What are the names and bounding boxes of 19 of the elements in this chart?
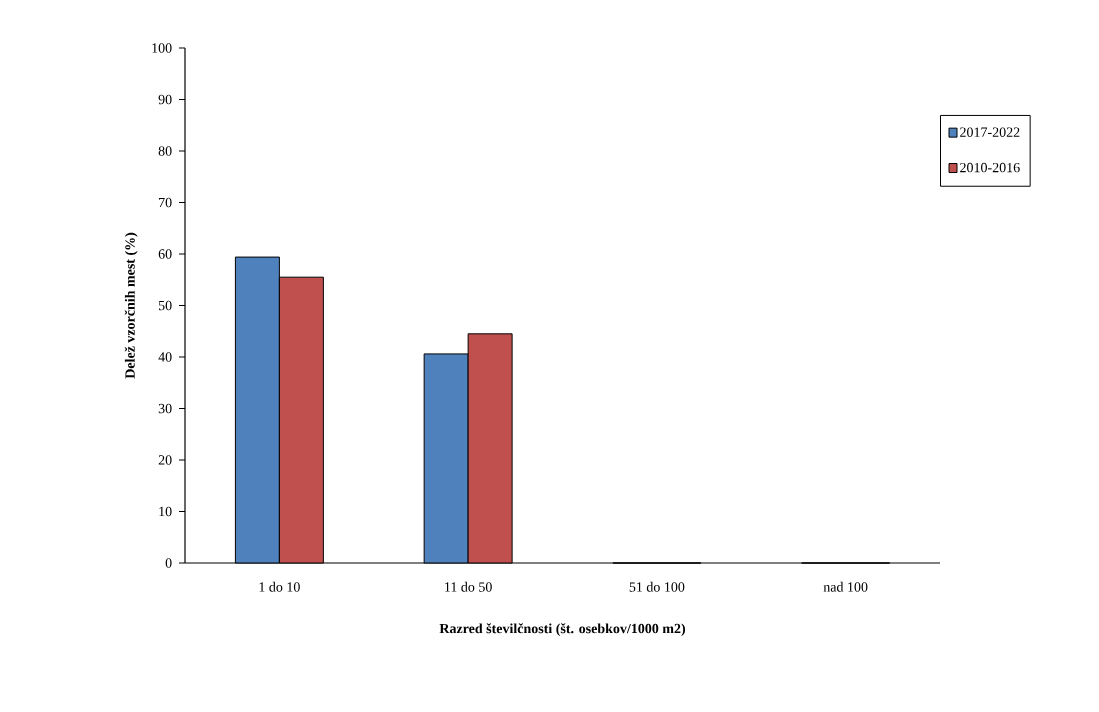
y-tick-label: 10: [159, 506, 172, 517]
y-tick-label: 60: [158, 249, 172, 259]
legend-label: 2010-2016: [960, 162, 1020, 173]
x-tick-label: 51 do 100: [629, 581, 685, 592]
y-tick-label: 100: [152, 43, 172, 53]
x-tick-label: 11 do 50: [445, 581, 492, 592]
y-tick-label: 0: [165, 558, 172, 568]
x-tick-label: nad 100: [823, 581, 868, 592]
y-tick-label: 70: [159, 197, 172, 208]
y-tick-label: 50: [158, 300, 172, 311]
x-axis-title: Razred številčnosti (št. osebkov/1000 m2): [439, 623, 686, 637]
y-tick-label: 80: [158, 146, 172, 156]
y-tick-label: 20: [158, 455, 172, 465]
legend-label: 2017-2022: [960, 127, 1020, 137]
y-tick-label: 30: [158, 403, 172, 414]
y-tick-label: 40: [158, 352, 172, 362]
y-axis-title: Delež vzorčnih mest (%): [124, 232, 138, 379]
x-tick-label: 1 do 10: [259, 581, 300, 592]
y-tick-label: 90: [158, 94, 172, 105]
